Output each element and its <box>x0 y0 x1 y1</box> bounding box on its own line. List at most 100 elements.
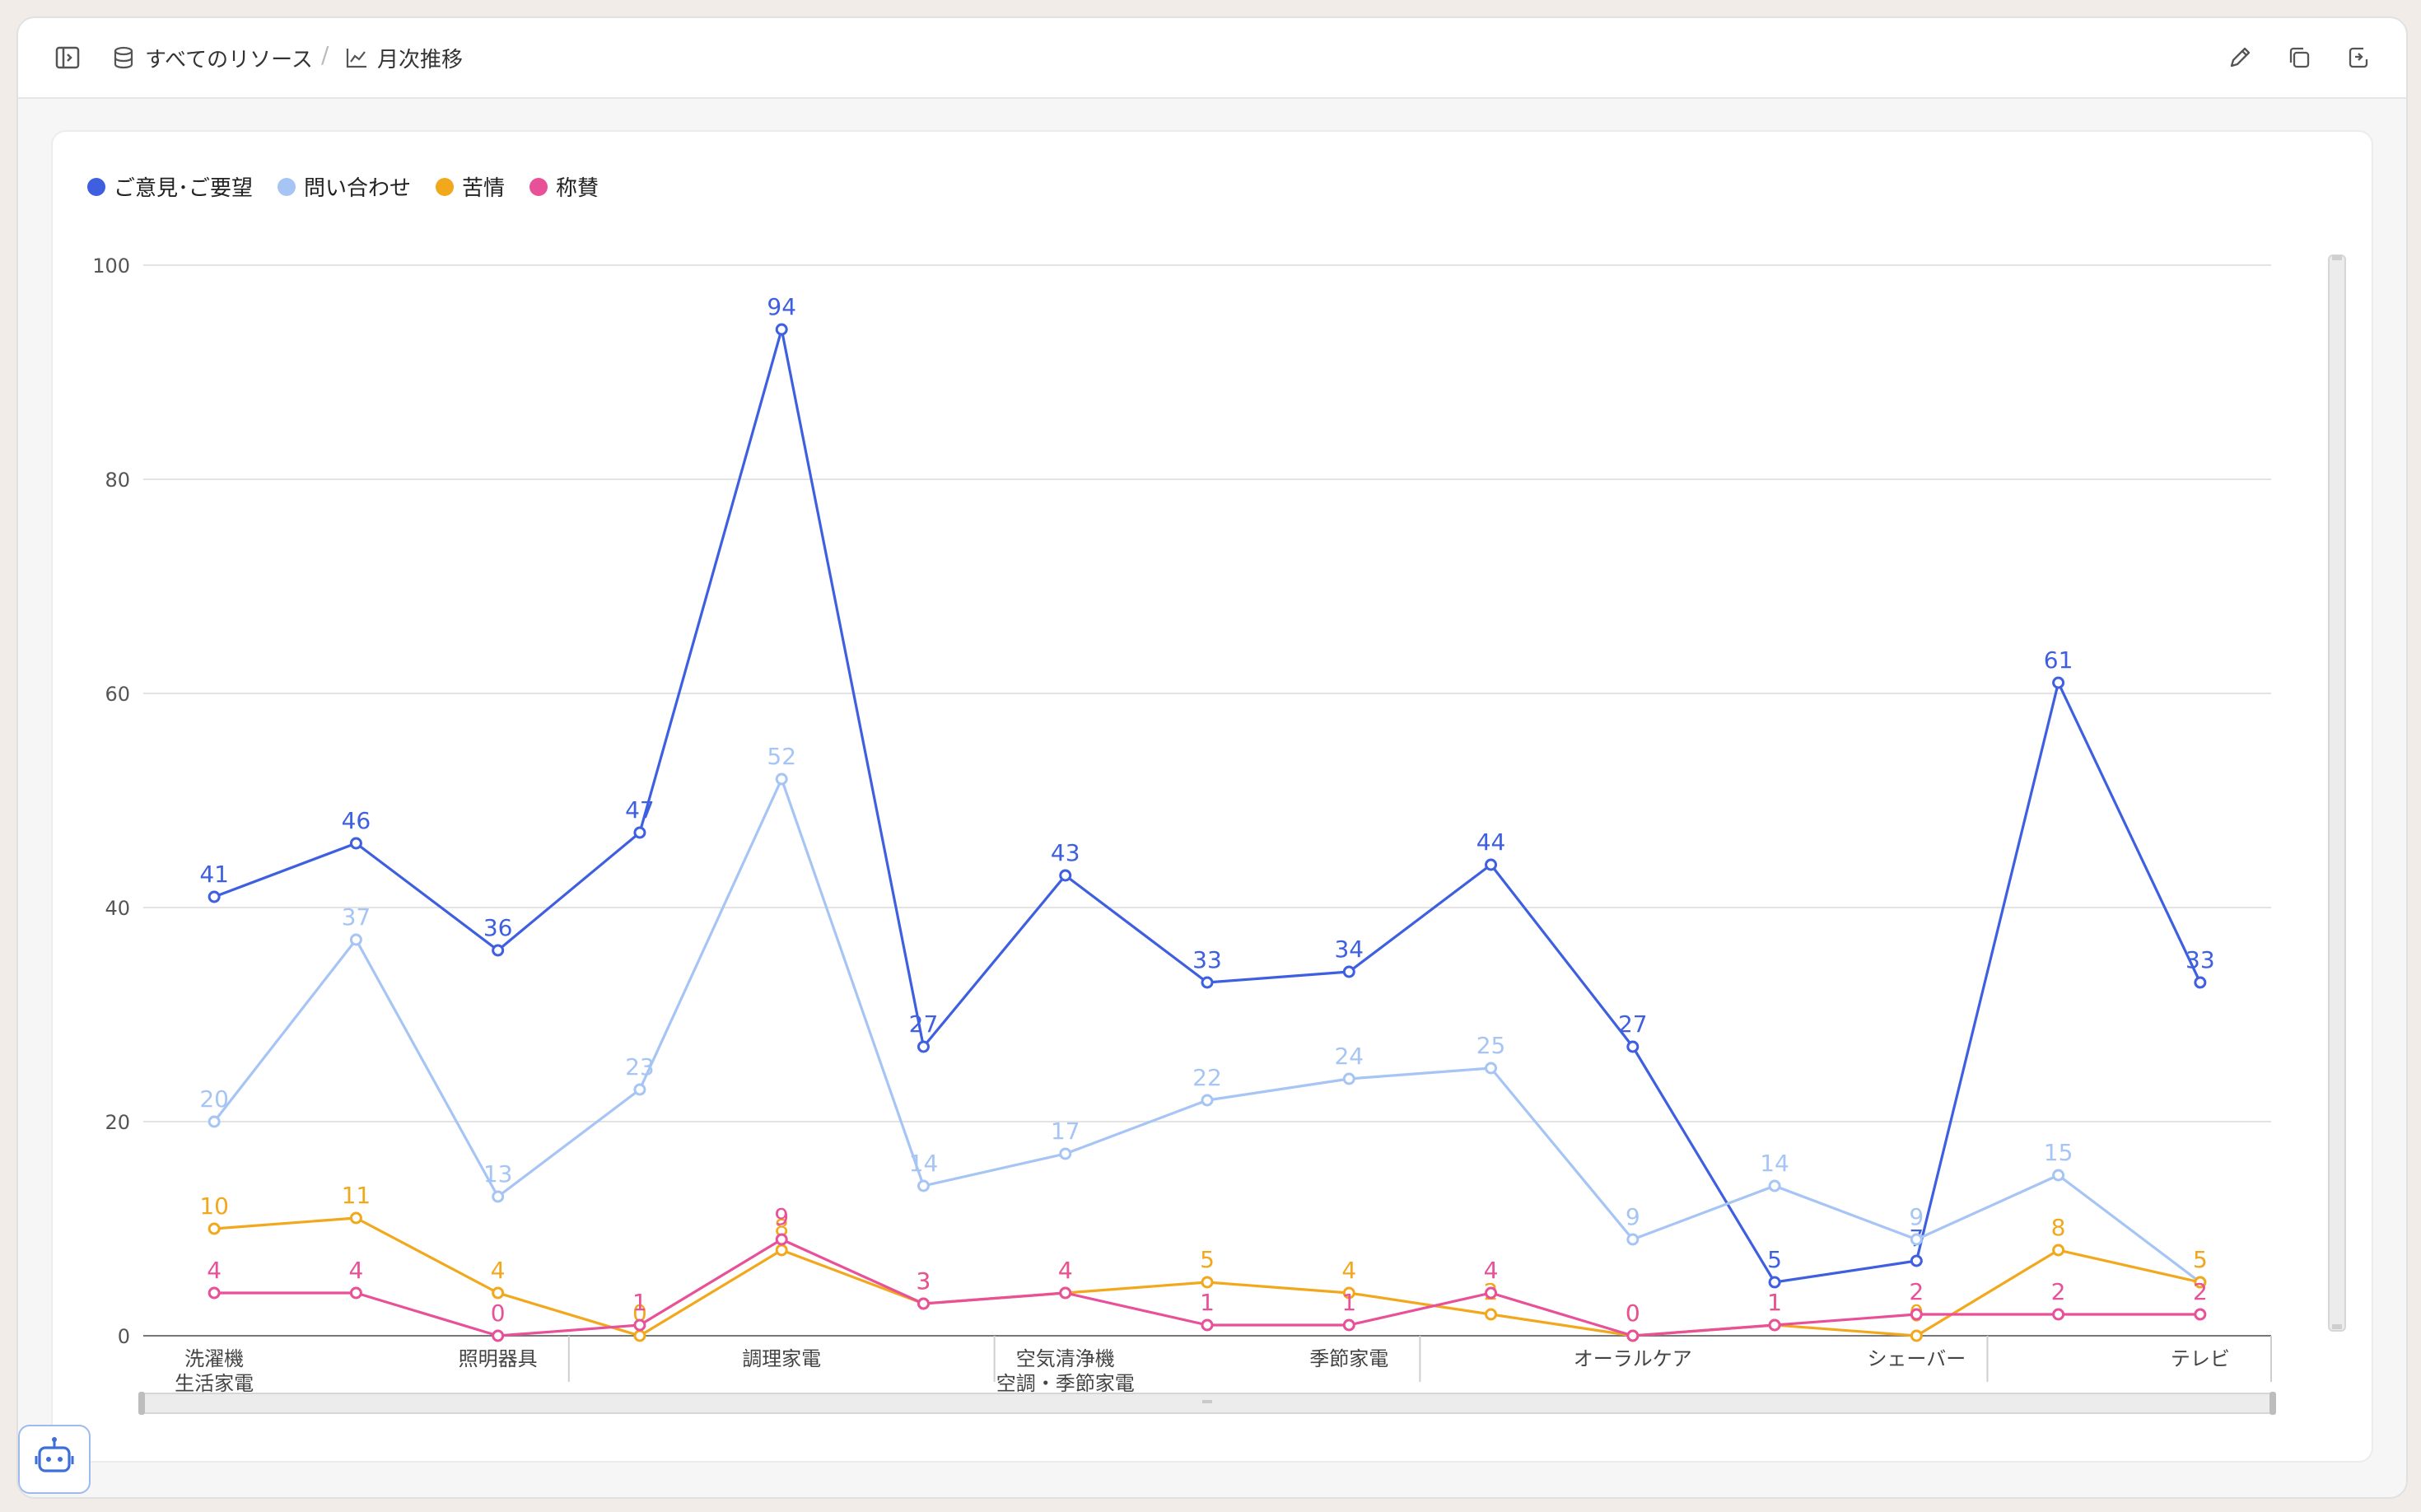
data-label: 0 <box>632 1300 647 1327</box>
data-label: 5 <box>1767 1246 1782 1273</box>
database-icon <box>114 46 133 69</box>
copy-icon[interactable] <box>2284 43 2314 72</box>
data-point <box>2052 1169 2065 1182</box>
data-point <box>2194 1308 2207 1321</box>
data-point <box>633 826 646 839</box>
data-label: 15 <box>2044 1139 2073 1166</box>
legend-item[interactable]: 問い合わせ <box>278 171 411 202</box>
data-label: 94 <box>767 293 796 320</box>
data-label: 14 <box>1760 1150 1789 1177</box>
x-tick-label: オーラルケア <box>1574 1347 1692 1370</box>
data-point <box>633 1329 646 1342</box>
data-point <box>492 1286 505 1300</box>
data-label: 34 <box>1334 936 1364 963</box>
data-label: 36 <box>483 914 513 941</box>
data-point <box>775 1233 788 1246</box>
app-window: すべてのリソース / 月次推移 ご意見･ご要望 問い合わせ 苦情 称賛 0 20 40 60… <box>16 16 2408 1499</box>
data-label: 13 <box>483 1160 513 1188</box>
data-point <box>1768 1179 1781 1192</box>
scrollbar-handle <box>2332 1324 2342 1329</box>
breadcrumb-current: 月次推移 <box>344 43 463 72</box>
data-point <box>208 1115 221 1128</box>
pencil-icon[interactable] <box>2225 43 2255 72</box>
data-point <box>1059 1147 1072 1160</box>
data-point <box>633 1083 646 1096</box>
page-title: 月次推移 <box>377 47 464 72</box>
data-point <box>1342 1318 1355 1332</box>
data-point <box>1485 1062 1498 1075</box>
y-tick-label: 100 <box>92 254 130 278</box>
legend-label: 苦情 <box>462 176 506 201</box>
y-tick-label: 20 <box>105 1111 130 1134</box>
legend-item[interactable]: 苦情 <box>436 171 505 202</box>
x-tick-label: 洗濯機 <box>184 1347 244 1370</box>
y-tick-label: 0 <box>118 1325 130 1348</box>
breadcrumb-root[interactable]: すべてのリソース <box>110 43 313 72</box>
data-point <box>1626 1233 1640 1246</box>
data-label: 52 <box>767 743 796 770</box>
data-label: 10 <box>199 1192 229 1220</box>
data-label: 4 <box>348 1257 363 1284</box>
data-label: 4 <box>1341 1257 1356 1284</box>
data-label: 44 <box>1476 828 1506 856</box>
data-point <box>1201 976 1214 989</box>
data-point <box>917 1179 930 1192</box>
data-label: 27 <box>909 1010 939 1038</box>
assistant-button[interactable] <box>18 1425 91 1494</box>
export-icon[interactable] <box>2344 43 2373 72</box>
panel-toggle-icon[interactable] <box>53 43 82 72</box>
data-label: 37 <box>342 903 371 931</box>
chart-legend: ご意見･ご要望 問い合わせ 苦情 称賛 <box>87 171 599 202</box>
data-point <box>492 944 505 957</box>
data-point <box>1768 1276 1781 1289</box>
data-point <box>2052 1244 2065 1257</box>
data-point <box>775 1244 788 1257</box>
data-point <box>1910 1329 1923 1342</box>
data-point <box>1059 869 1072 882</box>
data-point <box>633 1318 646 1332</box>
data-point <box>2194 1276 2207 1289</box>
data-point <box>208 1222 221 1235</box>
data-label: 25 <box>1476 1032 1506 1059</box>
data-label: 2 <box>1909 1278 1924 1305</box>
x-tick-label: 調理家電 <box>742 1347 821 1370</box>
data-label: 41 <box>199 861 229 888</box>
data-point <box>2052 1308 2065 1321</box>
data-point <box>492 1190 505 1203</box>
data-label: 0 <box>1626 1300 1640 1327</box>
legend-label: ご意見･ご要望 <box>114 176 254 201</box>
data-point <box>775 772 788 786</box>
chart-card: ご意見･ご要望 問い合わせ 苦情 称賛 0 20 40 60 80 100 洗濯機 照明器具 調理家電… <box>51 130 2373 1463</box>
data-label: 9 <box>1909 1203 1924 1230</box>
series-line <box>213 328 2202 1284</box>
data-label: 61 <box>2044 646 2073 674</box>
breadcrumb-separator: / <box>321 41 329 68</box>
scrollbar-handle <box>2332 255 2342 260</box>
data-point <box>1626 1040 1640 1053</box>
x-group-label: 空調・季節家電 <box>996 1372 1135 1395</box>
data-point <box>492 1329 505 1342</box>
data-label: 3 <box>917 1267 931 1295</box>
data-label: 9 <box>1626 1203 1640 1230</box>
legend-item[interactable]: 称賛 <box>529 171 599 202</box>
data-label: 1 <box>1767 1289 1782 1316</box>
data-point <box>2052 676 2065 689</box>
x-tick-label: シェーバー <box>1867 1347 1966 1370</box>
data-label: 2 <box>2051 1278 2066 1305</box>
vertical-scrollbar <box>2328 254 2346 1332</box>
data-label: 3 <box>917 1267 931 1295</box>
x-tick-label: 照明器具 <box>459 1347 538 1370</box>
data-point <box>1626 1329 1640 1342</box>
data-point <box>1485 1308 1498 1321</box>
data-label: 47 <box>625 796 655 824</box>
data-point <box>349 837 362 850</box>
data-label: 17 <box>1051 1118 1080 1145</box>
data-point <box>1201 1276 1214 1289</box>
legend-label: 問い合わせ <box>304 176 412 201</box>
data-point <box>349 933 362 946</box>
data-point <box>1342 965 1355 978</box>
data-label: 46 <box>342 807 371 834</box>
data-label: 43 <box>1051 839 1080 866</box>
legend-item[interactable]: ご意見･ご要望 <box>87 171 253 202</box>
